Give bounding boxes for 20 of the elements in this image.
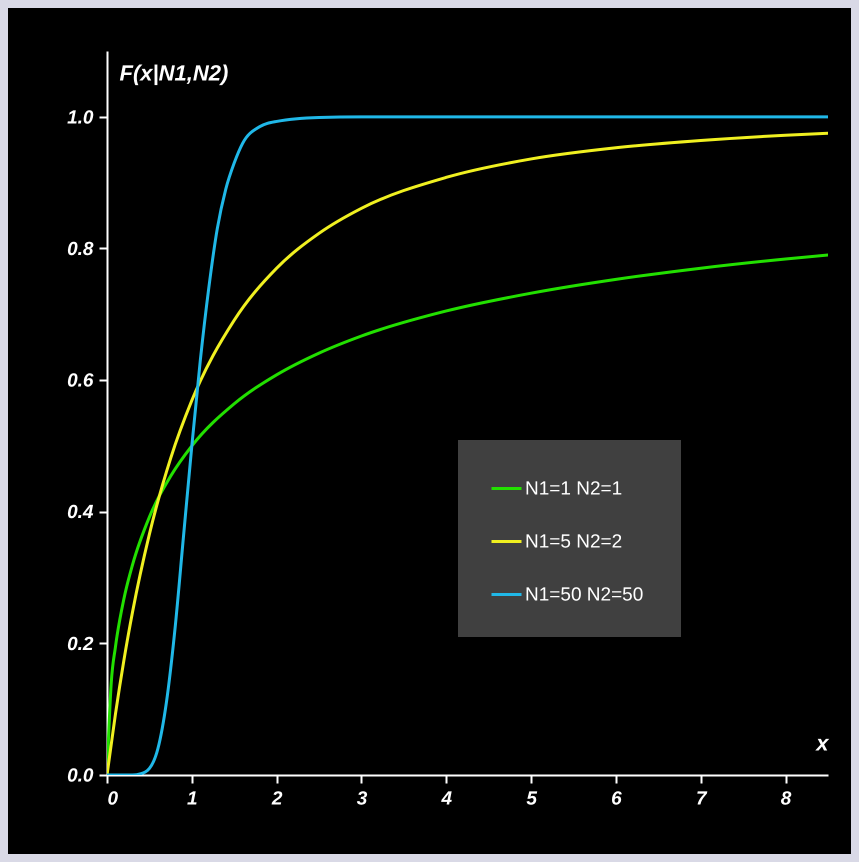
y-tick-label: 0.2: [67, 634, 94, 655]
x-tick-label: 6: [611, 788, 622, 810]
y-tick-label: 0.6: [67, 370, 94, 392]
legend-label: N1=5 N2=2: [525, 532, 622, 552]
y-axis-title: F(x|N1,N2): [120, 60, 228, 86]
x-tick-label: 7: [696, 788, 708, 810]
legend-label: N1=1 N2=1: [525, 478, 622, 500]
x-axis-title: x: [815, 730, 830, 756]
x-tick-label: 3: [356, 788, 368, 810]
x-tick-label: 2: [270, 788, 283, 810]
y-tick-label: 1.0: [67, 107, 94, 128]
y-tick-label: 0.0: [67, 766, 94, 786]
x-tick-label: 4: [440, 788, 453, 810]
x-tick-label: 5: [526, 788, 538, 810]
x-tick-label: 1: [187, 788, 198, 810]
x-tick-label: 8: [780, 788, 792, 810]
x-tick-label: 0: [108, 788, 118, 810]
y-tick-label: 0.8: [67, 238, 94, 260]
legend-label: N1=50 N2=50: [525, 584, 644, 606]
y-tick-label: 0.4: [67, 502, 94, 524]
